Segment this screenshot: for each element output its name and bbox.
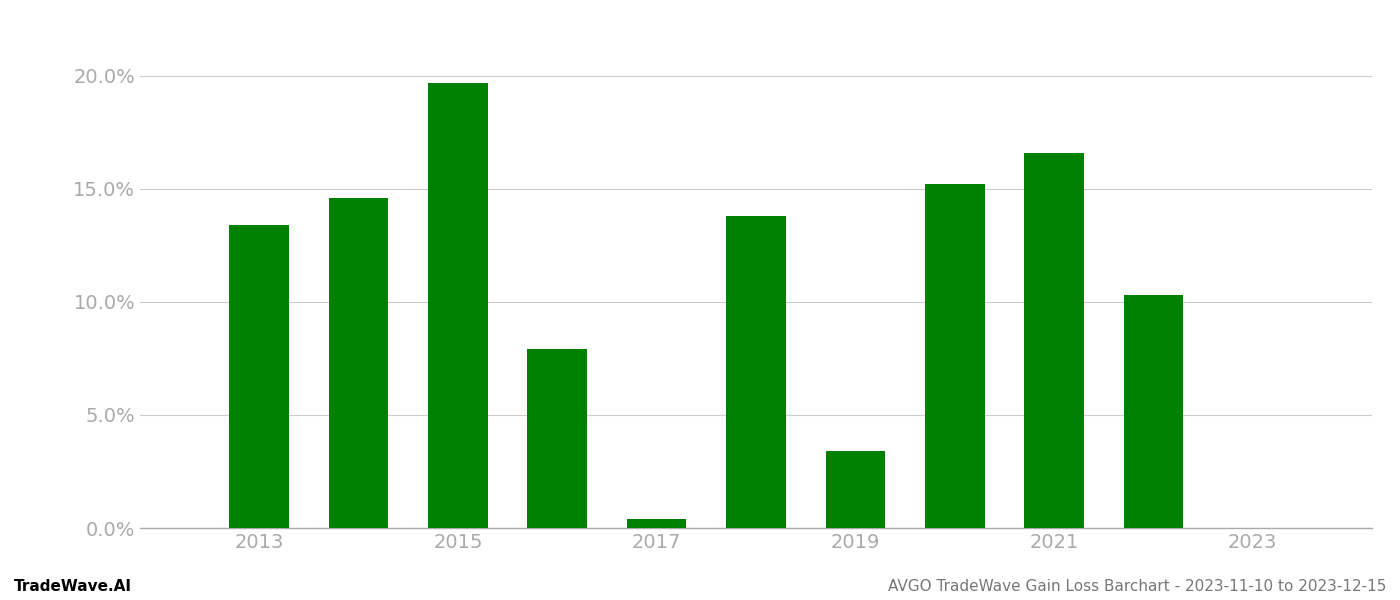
- Bar: [627, 519, 686, 528]
- Bar: [1025, 153, 1084, 528]
- Text: TradeWave.AI: TradeWave.AI: [14, 579, 132, 594]
- Bar: [528, 349, 587, 528]
- Bar: [329, 198, 388, 528]
- Bar: [428, 83, 487, 528]
- Bar: [727, 216, 785, 528]
- Bar: [826, 451, 885, 528]
- Text: AVGO TradeWave Gain Loss Barchart - 2023-11-10 to 2023-12-15: AVGO TradeWave Gain Loss Barchart - 2023…: [888, 579, 1386, 594]
- Bar: [230, 225, 288, 528]
- Bar: [1124, 295, 1183, 528]
- Bar: [925, 184, 984, 528]
